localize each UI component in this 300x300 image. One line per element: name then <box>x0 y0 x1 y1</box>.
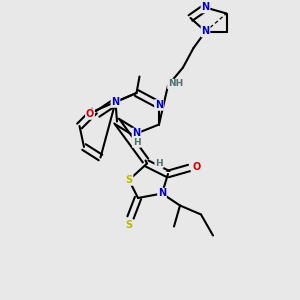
Text: N: N <box>201 2 210 13</box>
Text: S: S <box>125 175 133 185</box>
Text: N: N <box>155 100 163 110</box>
Text: H: H <box>133 138 140 147</box>
Text: N: N <box>201 26 210 37</box>
Text: H: H <box>155 159 163 168</box>
Text: N: N <box>111 97 120 107</box>
Text: NH: NH <box>168 80 183 88</box>
Text: O: O <box>86 109 94 119</box>
Text: N: N <box>132 128 141 139</box>
Text: O: O <box>192 161 201 172</box>
Text: N: N <box>158 188 166 199</box>
Text: S: S <box>125 220 133 230</box>
